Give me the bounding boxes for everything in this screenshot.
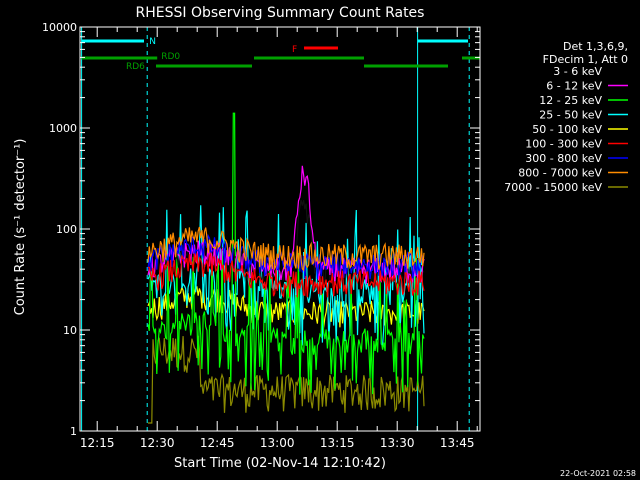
chart-title: RHESSI Observing Summary Count Rates	[136, 5, 425, 21]
x-tick-label: 12:45	[200, 436, 235, 450]
legend-label: 6 - 12 keV	[546, 80, 602, 93]
legend-label: 12 - 25 keV	[539, 94, 602, 107]
y-tick-label: 100	[56, 223, 77, 236]
timestamp: 22-Oct-2021 02:58	[560, 469, 636, 478]
plot-area: N F RD0 RD6	[81, 27, 480, 431]
legend-label: 50 - 100 keV	[532, 123, 602, 136]
night-label-rd6: RD6	[126, 62, 145, 72]
series-line-100-300keV	[147, 251, 425, 298]
plot-frame	[79, 26, 481, 432]
y-tick-label: 1	[70, 425, 77, 438]
y-tick-label: 1000	[49, 122, 77, 135]
legend-label: 7000 - 15000 keV	[504, 181, 602, 194]
x-tick-label: 13:45	[440, 436, 475, 450]
legend-header: FDecim 1, Att 0	[543, 53, 628, 66]
series-line-12-25keV	[147, 112, 425, 395]
saa-label: N	[149, 37, 156, 47]
night-label-rd0: RD0	[161, 52, 180, 62]
legend-header: Det 1,3,6,9,	[563, 40, 628, 53]
legend-label: 300 - 800 keV	[525, 152, 602, 165]
x-tick-label: 13:15	[320, 436, 355, 450]
legend-label: 25 - 50 keV	[539, 109, 602, 122]
y-tick-label: 10	[63, 324, 77, 337]
legend-label: 3 - 6 keV	[553, 65, 602, 78]
legend-label: 800 - 7000 keV	[518, 167, 602, 180]
series-line-7000-15000keV	[148, 335, 425, 424]
series-line-800-7000keV	[147, 226, 425, 272]
axes: 1 10 100 1000 10000 12:15 12:30 12:45 13:00 13:15…	[42, 21, 481, 450]
x-tick-label: 12:15	[80, 436, 115, 450]
x-axis-label: Start Time (02-Nov-14 12:10:42)	[174, 456, 386, 471]
y-tick-label: 10000	[42, 21, 77, 34]
x-tick-label: 12:30	[140, 436, 175, 450]
legend-label: 100 - 300 keV	[525, 138, 602, 151]
x-tick-label: 13:30	[380, 436, 415, 450]
legend: Det 1,3,6,9,FDecim 1, Att 03 - 6 keV 6 - …	[504, 40, 628, 194]
x-tick-label: 13:00	[260, 436, 295, 450]
flare-label: F	[292, 45, 297, 55]
y-axis-label: Count Rate (s⁻¹ detector⁻¹)	[13, 139, 28, 316]
